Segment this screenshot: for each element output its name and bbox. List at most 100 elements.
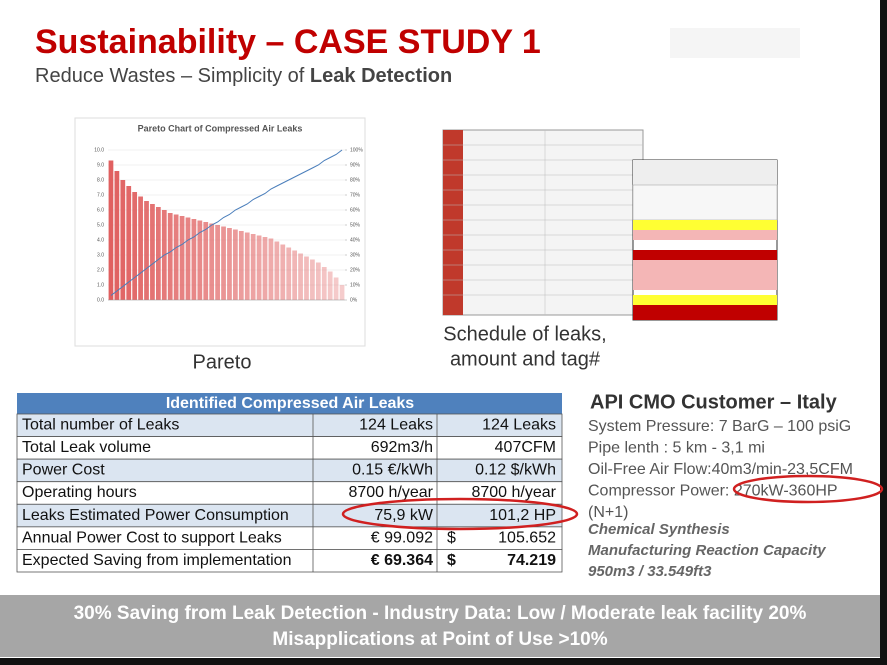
bar: [191, 219, 197, 300]
y2-tick-label: 70%: [350, 192, 361, 198]
bar: [138, 196, 143, 300]
bar: [304, 256, 309, 300]
logo: [670, 28, 800, 58]
pareto-chart: 0.0 1.0 2.0 3.0 4.0 5.0 6.0 7.0 8.0 9.0 10.0 0% 10% 2…: [94, 147, 363, 303]
caption: Pareto: [193, 351, 252, 373]
row-label: Expected Saving from implementation: [22, 552, 291, 569]
y-tick-label: 4.0: [97, 237, 104, 243]
highlight: [341, 497, 579, 531]
bar: [132, 192, 138, 300]
bar: [114, 171, 120, 300]
highlight: [732, 474, 884, 504]
y-tick-label: 7.0: [97, 192, 104, 198]
table-header: [17, 393, 562, 414]
cell: 8700 h/year: [348, 484, 433, 501]
bar: [173, 214, 179, 300]
bar: [185, 217, 191, 300]
row-label: Leaks Estimated Power Consumption: [22, 507, 289, 524]
info-italic: Chemical Synthesis: [588, 521, 730, 538]
y2-tick-label: 100%: [350, 147, 363, 153]
bar: [167, 213, 173, 300]
y-tick-label: 5.0: [97, 222, 104, 228]
pareto-title: Pareto Chart of Compressed Air Leaks: [138, 123, 303, 133]
bar: [274, 241, 280, 300]
y-tick-label: 2.0: [97, 267, 104, 273]
bar: [150, 204, 155, 300]
customer-title: API CMO Customer – Italy: [590, 391, 838, 413]
bar: [120, 180, 126, 300]
subtitle: Reduce Wastes – Simplicity of Leak Detec…: [35, 65, 452, 87]
footer-band: [0, 595, 880, 657]
row-label: Annual Power Cost to support Leaks: [22, 529, 282, 546]
y2-tick-label: 50%: [350, 222, 361, 228]
subtitle-bold: Leak Detection: [310, 65, 452, 87]
currency: $: [447, 529, 456, 546]
y2-tick-label: 80%: [350, 177, 361, 183]
bar: [244, 232, 250, 300]
cumulative-line: [110, 149, 343, 296]
bar: [262, 237, 268, 300]
y2-tick-label: 30%: [350, 252, 361, 258]
y-tick-label: 9.0: [97, 162, 104, 168]
cell: 407CFM: [495, 439, 556, 456]
cell: 0.12 $/kWh: [475, 462, 556, 479]
bar: [238, 231, 244, 300]
cell: 124 Leaks: [482, 417, 556, 434]
bar: [321, 267, 327, 300]
cell: 105.652: [498, 529, 556, 546]
table: Total number of Leaks 124 Leaks 124 Leaks T…: [16, 413, 563, 573]
info-line: Compressor Power: 270kW-360HP: [588, 483, 838, 500]
y-tick-label: 1.0: [97, 282, 104, 288]
y2-tick-label: 10%: [350, 282, 361, 288]
bar: [215, 225, 220, 300]
table-row: [16, 549, 563, 573]
bar: [280, 244, 286, 300]
bar: [144, 201, 149, 300]
bar: [310, 259, 315, 300]
bar: [250, 234, 256, 300]
cell: 75,9 kW: [374, 507, 434, 524]
bar: [286, 247, 292, 300]
cell: 692m3/h: [371, 439, 433, 456]
schedule-image: [442, 129, 778, 321]
caption: amount and tag#: [450, 348, 601, 370]
subtitle-text: Reduce Wastes – Simplicity of: [35, 65, 310, 87]
y2-tick-label: 0%: [350, 297, 358, 303]
edge: [880, 0, 887, 665]
y-tick-label: 6.0: [97, 207, 104, 213]
bar: [179, 216, 185, 300]
cell: 124 Leaks: [359, 417, 433, 434]
info-line: (N+1): [588, 504, 628, 521]
bar: [298, 253, 303, 300]
edge: [0, 658, 887, 665]
bar: [268, 238, 274, 300]
bar: [108, 160, 114, 300]
info-italic: 950m3 / 33.549ft3: [588, 563, 712, 580]
y2-tick-label: 40%: [350, 237, 361, 243]
cell: € 99.092: [371, 529, 433, 546]
bar: [292, 250, 298, 300]
bar: [339, 285, 345, 300]
bar: [221, 226, 226, 300]
bar: [233, 229, 238, 300]
footer-text: 30% Saving from Leak Detection - Industr…: [74, 603, 807, 624]
currency: $: [447, 552, 456, 569]
caption: Schedule of leaks,: [443, 323, 606, 345]
row-label: Operating hours: [22, 484, 137, 501]
bar: [315, 262, 321, 300]
bar: [209, 223, 215, 300]
y2-tick-label: 60%: [350, 207, 361, 213]
bar: [203, 222, 209, 300]
cell: € 69.364: [371, 552, 433, 569]
info-line: Oil-Free Air Flow:40m3/min-23,5CFM: [588, 461, 853, 478]
row-label: Total Leak volume: [22, 439, 151, 456]
y2-tick-label: 20%: [350, 267, 361, 273]
y-tick-label: 3.0: [97, 252, 104, 258]
bar: [155, 207, 161, 300]
cell: 8700 h/year: [471, 484, 556, 501]
y-tick-label: 10.0: [94, 147, 104, 153]
bar: [333, 277, 339, 300]
slide-title: Sustainability – CASE STUDY 1: [35, 23, 541, 61]
bar: [126, 186, 132, 300]
